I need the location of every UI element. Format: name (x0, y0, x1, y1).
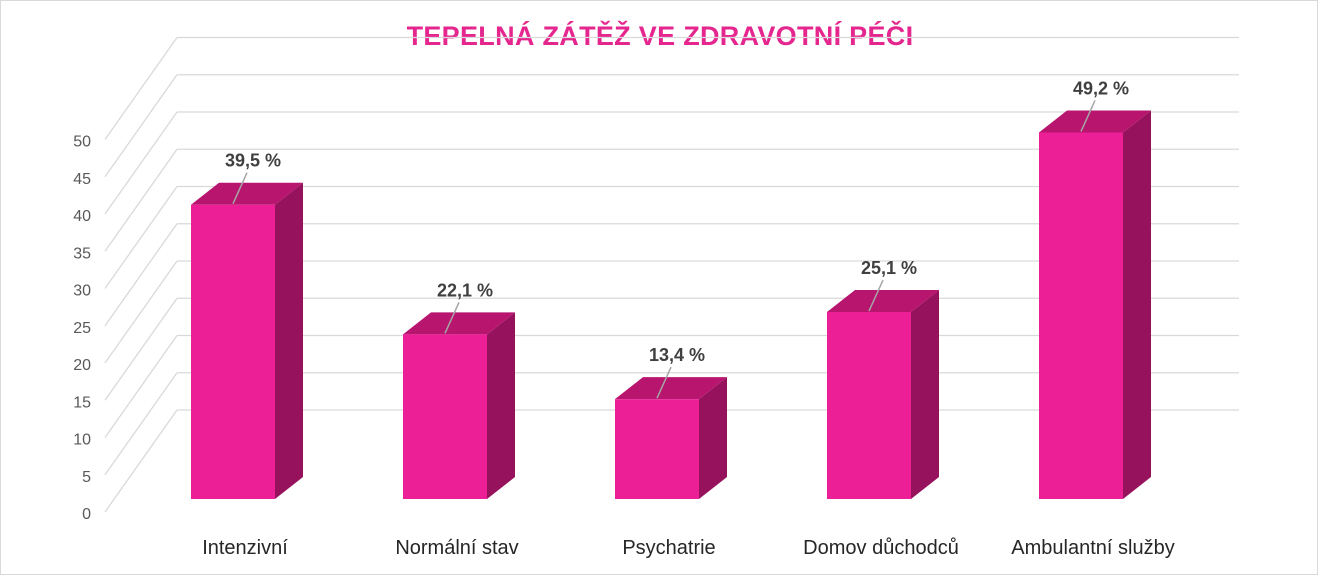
data-label: 13,4 % (649, 345, 705, 365)
y-tick-label: 40 (73, 208, 91, 225)
data-label: 25,1 % (861, 258, 917, 278)
x-category-label: Domov důchodců (803, 537, 959, 559)
bar-top (191, 182, 303, 205)
chart-title: TEPELNÁ ZÁTĚŽ VE ZDRAVOTNÍ PÉČI (406, 21, 914, 51)
x-category-label: Normální stav (395, 537, 518, 559)
data-label: 22,1 % (437, 280, 493, 300)
gridline-diagonal (104, 74, 178, 178)
y-tick-label: 50 (73, 134, 91, 151)
gridline-diagonal (104, 372, 178, 476)
x-axis-labels: Intenzivní Normální stav Psychatrie Domov d… (202, 537, 1175, 559)
data-label-leader (232, 172, 248, 205)
bar (615, 377, 727, 499)
gridline-diagonal (104, 186, 178, 289)
x-category-label: Ambulantní služby (1011, 537, 1174, 559)
data-labels: 39,5 % 22,1 % 13,4 % 25,1 % 49,2 % (225, 78, 1129, 399)
bar-side (487, 312, 515, 499)
data-label-leader (444, 302, 460, 334)
bars (191, 110, 1151, 500)
bar-front (615, 399, 699, 499)
bar (191, 182, 303, 499)
bar-top (827, 290, 939, 313)
gridline-diagonal (104, 335, 178, 438)
bar-front (191, 204, 275, 499)
bar (827, 290, 939, 499)
data-label-leader (656, 366, 672, 399)
bar-front (403, 334, 487, 499)
y-tick-label: 20 (73, 357, 91, 374)
bar-front (827, 312, 911, 499)
y-tick-label: 15 (73, 394, 91, 411)
bar-side (699, 377, 727, 499)
x-category-label: Intenzivní (202, 537, 288, 559)
y-tick-label: 35 (73, 245, 91, 262)
y-tick-label: 30 (73, 283, 91, 300)
bar-top (1039, 110, 1151, 133)
data-label: 49,2 % (1073, 78, 1129, 98)
bar (403, 312, 515, 499)
data-label-leader (868, 279, 884, 312)
gridline-diagonal (104, 223, 178, 327)
y-tick-label: 25 (73, 320, 91, 337)
bar-side (911, 290, 939, 499)
bar-front (1039, 132, 1123, 499)
y-tick-label: 5 (82, 469, 91, 486)
gridline-diagonal (104, 37, 178, 140)
gridline-diagonal (104, 409, 178, 513)
gridline-diagonal (104, 111, 178, 215)
gridline-diagonal (104, 260, 178, 364)
y-tick-label: 10 (73, 432, 91, 449)
bar-top (403, 312, 515, 335)
bar (1039, 110, 1151, 500)
y-tick-label: 0 (82, 506, 91, 523)
bar-side (275, 182, 303, 499)
data-label-leader (1080, 100, 1096, 132)
data-label: 39,5 % (225, 151, 281, 171)
y-tick-label: 45 (73, 171, 91, 188)
x-category-label: Psychatrie (622, 537, 715, 559)
gridline-diagonal (104, 297, 178, 401)
bar-side (1123, 110, 1151, 500)
gridline-diagonal (104, 148, 178, 252)
y-axis-ticks: 0 5 10 15 20 25 30 35 40 45 50 (73, 134, 91, 524)
bar-top (615, 377, 727, 400)
